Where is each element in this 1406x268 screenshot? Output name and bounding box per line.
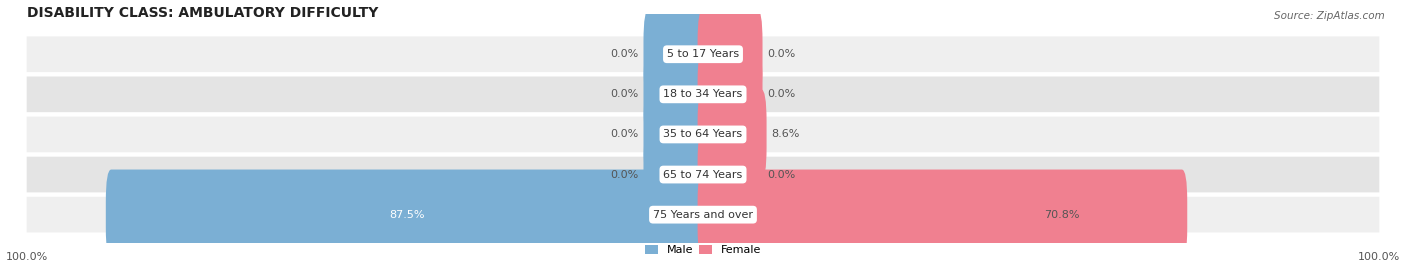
FancyBboxPatch shape	[105, 170, 709, 260]
Text: 87.5%: 87.5%	[389, 210, 425, 220]
Text: 0.0%: 0.0%	[610, 49, 638, 59]
FancyBboxPatch shape	[27, 76, 1379, 112]
Text: 0.0%: 0.0%	[768, 49, 796, 59]
Text: 0.0%: 0.0%	[610, 129, 638, 139]
Text: 0.0%: 0.0%	[610, 89, 638, 99]
Text: 35 to 64 Years: 35 to 64 Years	[664, 129, 742, 139]
FancyBboxPatch shape	[27, 197, 1379, 233]
FancyBboxPatch shape	[27, 36, 1379, 72]
FancyBboxPatch shape	[697, 9, 762, 99]
FancyBboxPatch shape	[697, 89, 766, 180]
FancyBboxPatch shape	[27, 117, 1379, 152]
Text: 18 to 34 Years: 18 to 34 Years	[664, 89, 742, 99]
Text: 8.6%: 8.6%	[772, 129, 800, 139]
Text: 65 to 74 Years: 65 to 74 Years	[664, 170, 742, 180]
FancyBboxPatch shape	[697, 49, 762, 139]
FancyBboxPatch shape	[27, 157, 1379, 192]
Text: DISABILITY CLASS: AMBULATORY DIFFICULTY: DISABILITY CLASS: AMBULATORY DIFFICULTY	[27, 6, 378, 20]
FancyBboxPatch shape	[697, 129, 762, 220]
Text: 0.0%: 0.0%	[768, 89, 796, 99]
Text: 75 Years and over: 75 Years and over	[652, 210, 754, 220]
Legend: Male, Female: Male, Female	[644, 245, 762, 255]
Text: 70.8%: 70.8%	[1045, 210, 1080, 220]
Text: 5 to 17 Years: 5 to 17 Years	[666, 49, 740, 59]
Text: Source: ZipAtlas.com: Source: ZipAtlas.com	[1274, 11, 1385, 21]
FancyBboxPatch shape	[644, 9, 709, 99]
FancyBboxPatch shape	[644, 129, 709, 220]
Text: 0.0%: 0.0%	[610, 170, 638, 180]
FancyBboxPatch shape	[644, 49, 709, 139]
Text: 0.0%: 0.0%	[768, 170, 796, 180]
FancyBboxPatch shape	[697, 170, 1187, 260]
FancyBboxPatch shape	[644, 89, 709, 180]
